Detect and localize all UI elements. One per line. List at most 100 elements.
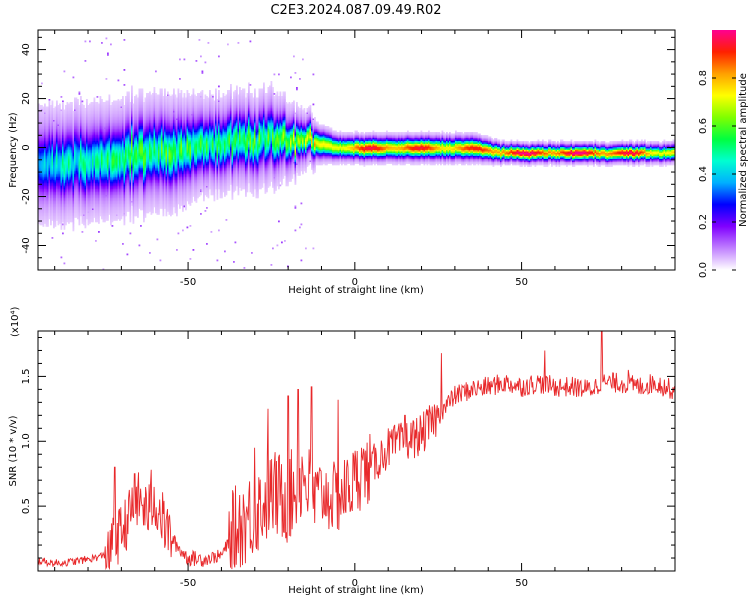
spectrogram-cell bbox=[48, 148, 51, 151]
spectrogram-cell bbox=[39, 184, 42, 187]
spectrogram-cell bbox=[44, 151, 46, 154]
spectrogram-cell bbox=[53, 151, 55, 154]
spectrogram-cell bbox=[44, 138, 46, 140]
spectrogram-cell bbox=[38, 136, 40, 139]
spectrogram-cell bbox=[47, 159, 49, 161]
spectrogram-cell bbox=[47, 163, 49, 166]
spectrogram-cell bbox=[41, 204, 43, 206]
spectrogram-cell bbox=[50, 201, 52, 203]
spectrogram-cell bbox=[45, 154, 48, 157]
spectrogram-cell bbox=[50, 172, 52, 175]
spectrogram-cell bbox=[47, 160, 49, 163]
spectrogram-cell bbox=[45, 165, 48, 167]
spectrogram-cell bbox=[42, 165, 45, 167]
spectrogram-cell bbox=[38, 205, 40, 208]
spectrogram-cell bbox=[53, 124, 55, 127]
spectrogram-cell bbox=[38, 153, 40, 155]
spectrogram-cell bbox=[42, 171, 45, 173]
spectrogram-cell bbox=[47, 202, 49, 205]
spectrogram-cell bbox=[54, 196, 57, 199]
spectrogram-cell bbox=[44, 121, 46, 124]
spectrogram-cell bbox=[53, 166, 55, 169]
spectrogram-cell bbox=[48, 129, 51, 131]
spectrogram-cell bbox=[50, 220, 52, 223]
spectrogram-cell bbox=[53, 220, 55, 223]
spectrogram-cell bbox=[54, 145, 57, 148]
spectrogram-cell bbox=[50, 160, 52, 163]
spectrogram-cell bbox=[54, 132, 57, 134]
spectrogram-cell bbox=[54, 109, 57, 112]
spectrogram-cell bbox=[38, 123, 40, 125]
spectrogram-cell bbox=[38, 114, 40, 116]
spectrogram-cell bbox=[47, 211, 49, 214]
spectrogram-cell bbox=[42, 117, 45, 119]
spectrogram-cell bbox=[50, 142, 52, 145]
spectrogram-cell bbox=[38, 108, 40, 110]
spectrogram-cell bbox=[42, 187, 45, 190]
spectrogram-cell bbox=[39, 120, 42, 122]
spectrogram-cell bbox=[53, 148, 55, 151]
spectrogram-cell bbox=[51, 162, 54, 164]
spectrogram-cell bbox=[53, 172, 55, 175]
spectrogram-cell bbox=[54, 151, 57, 154]
spectrogram-cell bbox=[48, 133, 51, 136]
spectrogram-cell bbox=[42, 178, 45, 181]
spectrogram-cell bbox=[42, 225, 45, 227]
spectrogram-cell bbox=[45, 217, 48, 220]
spectrogram-cell bbox=[53, 169, 55, 172]
spectrogram-cell bbox=[41, 153, 43, 155]
spectrogram-cell bbox=[53, 127, 55, 130]
spectrogram-cell bbox=[39, 124, 42, 127]
spectrogram-cell bbox=[54, 157, 57, 160]
spectrogram-cell bbox=[41, 111, 43, 113]
spectrogram-cell bbox=[53, 138, 55, 140]
spectrogram-cell bbox=[39, 126, 42, 128]
spectrogram-cell bbox=[122, 243, 124, 245]
spectrogram-cell bbox=[39, 189, 42, 191]
spectrogram-cell bbox=[54, 198, 57, 200]
spectrogram-cell bbox=[123, 223, 126, 226]
spectrogram-cell bbox=[50, 196, 52, 199]
spectrogram-cell bbox=[45, 117, 48, 119]
spectrogram-cell bbox=[45, 139, 48, 142]
spectrogram-cell bbox=[41, 207, 43, 209]
spectrogram-cell bbox=[54, 174, 57, 176]
spectrogram-cell bbox=[38, 145, 40, 148]
spectrogram-cell bbox=[44, 135, 46, 137]
spectrogram-cell bbox=[45, 121, 48, 124]
spectrogram-cell bbox=[41, 192, 43, 194]
spectrogram-cell bbox=[39, 141, 42, 143]
spectrogram-cell bbox=[51, 189, 54, 191]
spectrogram-cell bbox=[39, 214, 42, 217]
spectrogram-cell bbox=[44, 145, 46, 148]
spectrogram-cell bbox=[50, 129, 52, 131]
spectrogram-cell bbox=[48, 123, 51, 125]
spectrogram-cell bbox=[41, 211, 43, 214]
spectrogram-cell bbox=[54, 133, 57, 136]
spectrogram-cell bbox=[45, 184, 48, 187]
spectrogram-cell bbox=[44, 150, 46, 152]
spectrogram-cell bbox=[42, 157, 45, 160]
spectrogram-cell bbox=[41, 115, 43, 118]
spectrogram-cell bbox=[44, 213, 46, 215]
spectrogram-cell bbox=[44, 126, 46, 128]
spectrogram-cell bbox=[45, 114, 48, 116]
spectrogram-cell bbox=[44, 124, 46, 127]
spectrogram-cell bbox=[48, 121, 51, 124]
spectrogram-cell bbox=[42, 198, 45, 200]
spectrogram-cell bbox=[53, 153, 55, 155]
spectrogram-cell bbox=[51, 207, 54, 209]
spectrogram-cell bbox=[38, 115, 40, 118]
spectrogram-cell bbox=[42, 213, 45, 215]
spectrogram-cell bbox=[50, 208, 52, 211]
spectrogram-cell bbox=[45, 118, 48, 121]
spectrogram-cell bbox=[39, 187, 42, 190]
spectrogram-cell bbox=[53, 219, 55, 221]
spectrogram-cell bbox=[50, 166, 52, 169]
spectrogram-cell bbox=[50, 111, 52, 113]
spectrogram-cell bbox=[42, 129, 45, 131]
spectrogram-cell bbox=[39, 127, 42, 130]
spectrogram-cell bbox=[41, 169, 43, 172]
spectrogram-heatmap bbox=[38, 37, 675, 270]
